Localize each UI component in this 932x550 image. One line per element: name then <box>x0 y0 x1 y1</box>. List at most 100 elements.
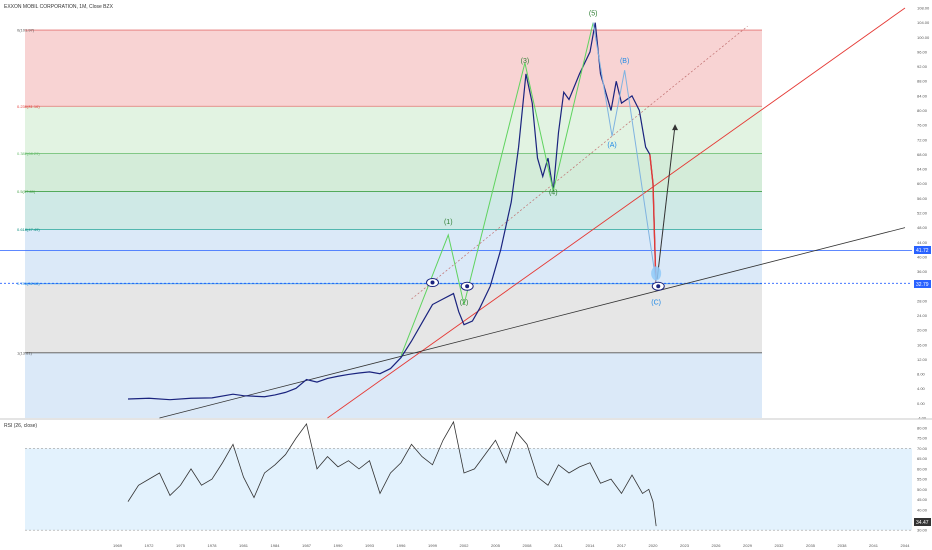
target-ellipse[interactable] <box>651 266 662 281</box>
rsi-axis[interactable]: 80.00 75.00 70.00 65.00 60.00 55.00 50.00 45.00… <box>917 426 928 533</box>
fib-level-label: 0.382(68.29) <box>17 151 40 156</box>
price-tick-label: 96.00 <box>917 49 928 54</box>
time-axis[interactable]: 1969 1972 1975 1978 1981 1984 1987 1990 1993 1996… <box>113 543 910 548</box>
price-tick-label: -4.00 <box>917 416 927 421</box>
price-tick-label: 56.00 <box>917 196 928 201</box>
time-tick-label: 2014 <box>586 543 596 548</box>
price-tick-label: 24.00 <box>917 313 928 318</box>
price-tick-label: 44.00 <box>917 240 928 245</box>
time-tick-label: 1984 <box>271 543 281 548</box>
projection-arrowhead <box>672 124 679 131</box>
rsi-tick-label: 70.00 <box>917 446 928 451</box>
price-tick-label: 20.00 <box>917 328 928 333</box>
elliott-wave-paths[interactable] <box>400 22 679 356</box>
rsi-pane <box>25 420 912 531</box>
price-series <box>127 22 657 401</box>
chart-title: EXXON MOBIL CORPORATION, 1M, Close BZX <box>4 4 114 10</box>
fib-level-label: 1(13.81) <box>17 350 33 355</box>
price-line <box>127 22 657 401</box>
price-tick-label: 12.00 <box>917 357 928 362</box>
fib-zone <box>25 229 762 284</box>
price-axis[interactable]: 108.00 104.00 100.00 96.00 92.00 88.00 84.00 80… <box>917 6 930 421</box>
fib-level-label: 0(101.97) <box>17 28 35 33</box>
rsi-title: RSI (26, close) <box>4 423 37 429</box>
projection-arrow[interactable] <box>656 125 676 279</box>
time-tick-label: 1999 <box>428 543 438 548</box>
price-tick-label: 88.00 <box>917 79 928 84</box>
fib-level-label: 0.236(81.16) <box>17 104 40 109</box>
time-tick-label: 1972 <box>145 543 155 548</box>
time-tick-label: 1969 <box>113 543 123 548</box>
time-tick-label: 2020 <box>649 543 659 548</box>
price-tick-label: 52.00 <box>917 211 928 216</box>
fib-zone <box>25 191 762 230</box>
wave-label: (3) <box>521 58 530 65</box>
trendlines[interactable] <box>159 7 906 419</box>
fibonacci-retracement[interactable] <box>0 29 912 418</box>
time-tick-label: 2035 <box>806 543 816 548</box>
price-tick-label: 108.00 <box>917 6 930 11</box>
price-tick-label: 16.00 <box>917 342 928 347</box>
time-tick-label: 2029 <box>743 543 753 548</box>
price-tick-label: 104.00 <box>917 20 930 25</box>
wave-label: (1) <box>444 219 453 226</box>
time-tick-label: 2023 <box>680 543 690 548</box>
rsi-tick-label: 40.00 <box>917 507 928 512</box>
time-tick-label: 2005 <box>491 543 501 548</box>
dotted-trendline[interactable] <box>411 26 748 300</box>
time-tick-label: 1993 <box>365 543 375 548</box>
time-tick-label: 2002 <box>460 543 470 548</box>
wave-label: (C) <box>651 300 661 307</box>
rsi-tick-label: 45.00 <box>917 497 928 502</box>
red-trendline[interactable] <box>327 7 906 419</box>
fib-level-label: 0.618(47.49) <box>17 227 40 232</box>
time-tick-label: 1978 <box>208 543 218 548</box>
time-tick-label: 2032 <box>775 543 785 548</box>
price-tick-label: 72.00 <box>917 137 928 142</box>
time-tick-label: 2026 <box>712 543 722 548</box>
fibonacci-labels: 0(101.97) 0.236(81.16) 0.382(68.29) 0.5(57.… <box>17 28 40 356</box>
rsi-tick-label: 75.00 <box>917 436 928 441</box>
wave-label: (A) <box>607 142 616 149</box>
price-tick-label: 100.00 <box>917 35 930 40</box>
fib-zone <box>25 283 762 353</box>
eye-pupil <box>465 284 470 289</box>
level-badge <box>914 280 931 288</box>
price-tick-label: 4.00 <box>917 386 926 391</box>
fib-zone <box>25 352 762 418</box>
rsi-tick-label: 80.00 <box>917 426 928 431</box>
last-price-badge-text: 41.72 <box>916 248 929 254</box>
corrective-wave[interactable] <box>592 22 657 283</box>
rsi-value-badge-text: 34.47 <box>916 520 929 526</box>
price-tick-label: 84.00 <box>917 93 928 98</box>
time-tick-label: 2038 <box>838 543 848 548</box>
last-price-badge <box>914 246 931 254</box>
time-tick-label: 2017 <box>617 543 627 548</box>
elliott-wave-labels: (1) (2) (3) (4) (5) (A) (B) (C) <box>444 10 661 306</box>
rsi-line <box>127 420 657 527</box>
impulse-wave[interactable] <box>400 22 594 356</box>
wave-label: (B) <box>620 58 629 65</box>
rsi-tick-label: 55.00 <box>917 477 928 482</box>
price-tick-label: 92.00 <box>917 64 928 69</box>
eye-pupil <box>656 284 661 289</box>
price-tick-label: 28.00 <box>917 298 928 303</box>
eye-pupil <box>430 280 435 285</box>
time-tick-label: 1987 <box>302 543 312 548</box>
price-tick-label: 76.00 <box>917 123 928 128</box>
black-trendline[interactable] <box>159 227 906 419</box>
time-tick-label: 2011 <box>554 543 563 548</box>
fib-level-label: 0.5(57.89) <box>17 189 36 194</box>
time-tick-label: 1975 <box>176 543 186 548</box>
time-tick-label: 2044 <box>901 543 911 548</box>
price-drop-line <box>649 154 657 290</box>
price-tick-label: 0.00 <box>917 401 926 406</box>
wave-label: (2) <box>460 300 469 307</box>
rsi-tick-label: 65.00 <box>917 456 928 461</box>
time-tick-label: 1990 <box>334 543 344 548</box>
rsi-tick-label: 50.00 <box>917 487 928 492</box>
rsi-band <box>25 448 912 531</box>
rsi-tick-label: 60.00 <box>917 466 928 471</box>
price-tick-label: 8.00 <box>917 372 926 377</box>
